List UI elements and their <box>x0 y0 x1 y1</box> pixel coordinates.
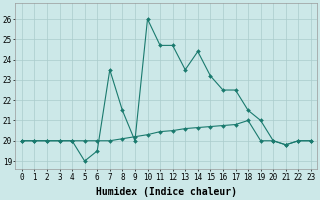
X-axis label: Humidex (Indice chaleur): Humidex (Indice chaleur) <box>96 187 237 197</box>
